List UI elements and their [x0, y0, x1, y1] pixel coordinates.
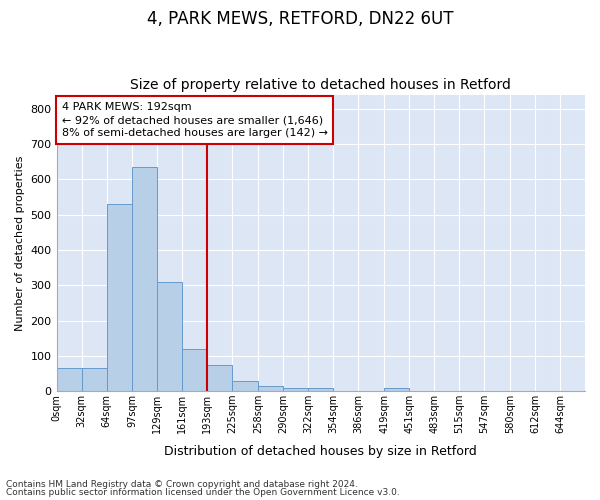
Text: Contains public sector information licensed under the Open Government Licence v3: Contains public sector information licen… — [6, 488, 400, 497]
Bar — [133, 167, 157, 391]
Bar — [82, 368, 107, 391]
Title: Size of property relative to detached houses in Retford: Size of property relative to detached ho… — [130, 78, 511, 92]
Text: 4, PARK MEWS, RETFORD, DN22 6UT: 4, PARK MEWS, RETFORD, DN22 6UT — [147, 10, 453, 28]
Bar — [208, 364, 232, 391]
Bar — [258, 386, 283, 391]
Bar — [182, 348, 208, 391]
Bar — [232, 380, 258, 391]
Bar — [157, 282, 182, 391]
X-axis label: Distribution of detached houses by size in Retford: Distribution of detached houses by size … — [164, 444, 477, 458]
Y-axis label: Number of detached properties: Number of detached properties — [15, 155, 25, 330]
Bar — [308, 388, 333, 391]
Bar — [384, 388, 409, 391]
Text: 4 PARK MEWS: 192sqm
← 92% of detached houses are smaller (1,646)
8% of semi-deta: 4 PARK MEWS: 192sqm ← 92% of detached ho… — [62, 102, 328, 139]
Text: Contains HM Land Registry data © Crown copyright and database right 2024.: Contains HM Land Registry data © Crown c… — [6, 480, 358, 489]
Bar — [107, 204, 133, 391]
Bar — [56, 368, 82, 391]
Bar — [283, 388, 308, 391]
